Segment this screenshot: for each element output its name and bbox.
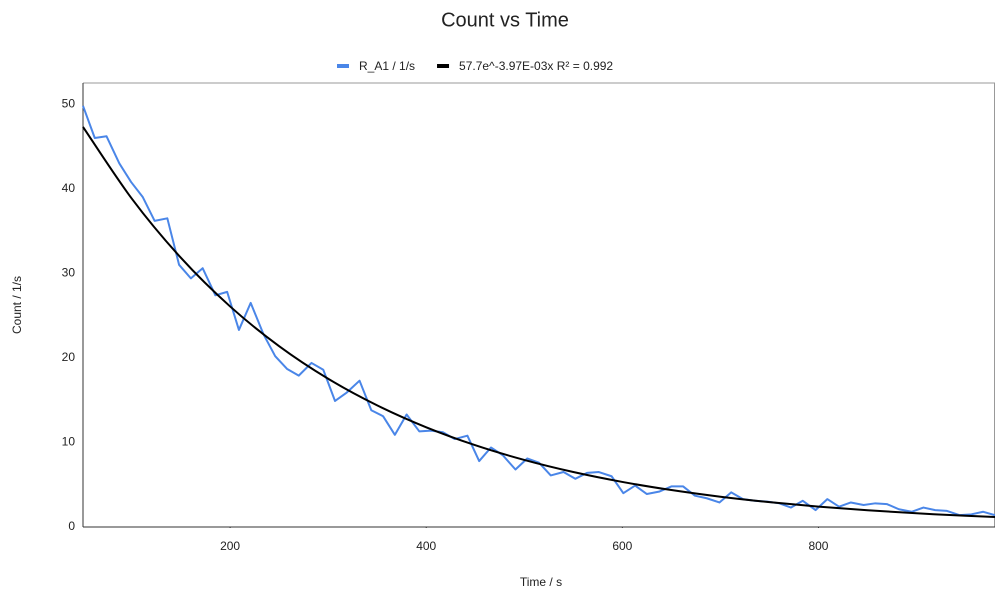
- x-tick-label: 800: [808, 539, 828, 553]
- x-axis-label: Time / s: [520, 575, 562, 589]
- y-tick-label: 10: [62, 435, 76, 449]
- y-tick-label: 40: [62, 181, 76, 195]
- series-line: [82, 126, 995, 519]
- y-tick-label: 30: [62, 265, 76, 279]
- y-axis-label: Count / 1/s: [10, 276, 24, 334]
- x-tick-label: 200: [220, 539, 240, 553]
- legend-label: 57.7e^-3.97E-03x R² = 0.992: [459, 59, 613, 73]
- chart-title: Count vs Time: [441, 9, 569, 31]
- y-tick-label: 20: [62, 350, 76, 364]
- y-tick-label: 50: [62, 96, 76, 110]
- legend-swatch: [337, 64, 349, 68]
- x-tick-label: 600: [612, 539, 632, 553]
- legend-swatch: [437, 64, 450, 68]
- y-tick-label: 0: [68, 519, 75, 533]
- series-line: [82, 105, 995, 517]
- x-tick-label: 400: [416, 539, 436, 553]
- legend-label: R_A1 / 1/s: [359, 59, 415, 73]
